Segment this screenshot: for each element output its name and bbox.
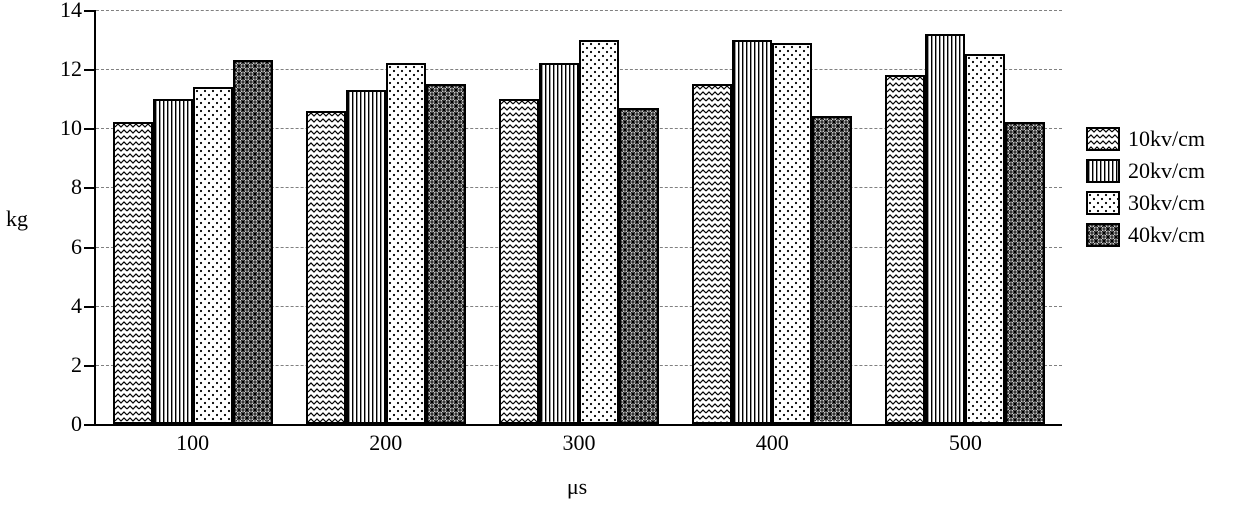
x-tick-label: 200 (369, 430, 402, 456)
bar (965, 54, 1005, 424)
y-tick-label: 12 (60, 56, 82, 82)
y-tick (84, 10, 94, 12)
legend-label: 30kv/cm (1128, 190, 1205, 216)
bar (346, 90, 386, 424)
y-tick-label: 14 (60, 0, 82, 23)
y-tick-label: 8 (71, 174, 82, 200)
bar (772, 43, 812, 424)
bar (113, 122, 153, 424)
y-tick-label: 2 (71, 352, 82, 378)
legend-item: 20kv/cm (1086, 158, 1205, 184)
y-tick (84, 365, 94, 367)
legend-item: 10kv/cm (1086, 126, 1205, 152)
bar (619, 108, 659, 424)
bar (1005, 122, 1045, 424)
y-tick-label: 0 (71, 411, 82, 437)
plot-wrap: 02468101214100200300400500 (94, 10, 1062, 426)
x-tick-label: 500 (949, 430, 982, 456)
legend: 10kv/cm 20kv/cm 30kv/cm 40kv/cm (1086, 126, 1205, 248)
x-tick-label: 300 (563, 430, 596, 456)
y-tick (84, 69, 94, 71)
y-tick (84, 424, 94, 426)
y-tick (84, 128, 94, 130)
x-tick-label: 400 (756, 430, 789, 456)
y-tick-label: 4 (71, 293, 82, 319)
bar (539, 63, 579, 424)
legend-label: 10kv/cm (1128, 126, 1205, 152)
bar (426, 84, 466, 424)
y-tick-label: 6 (71, 234, 82, 260)
legend-swatch (1086, 127, 1120, 151)
x-axis-label: μs (567, 474, 587, 500)
bar (153, 99, 193, 424)
legend-swatch (1086, 223, 1120, 247)
bar (233, 60, 273, 424)
legend-label: 20kv/cm (1128, 158, 1205, 184)
bar (386, 63, 426, 424)
bar (193, 87, 233, 424)
y-tick (84, 187, 94, 189)
bar (925, 34, 965, 424)
bar (579, 40, 619, 424)
legend-item: 40kv/cm (1086, 222, 1205, 248)
bar (306, 111, 346, 424)
bar (692, 84, 732, 424)
bar (812, 116, 852, 424)
plot-area: 02468101214100200300400500 (94, 10, 1062, 426)
legend-item: 30kv/cm (1086, 190, 1205, 216)
y-axis-label: kg (6, 206, 28, 232)
bar (885, 75, 925, 424)
bar (499, 99, 539, 424)
x-tick-label: 100 (176, 430, 209, 456)
chart-container: 02468101214100200300400500 kg μs 10kv/cm… (0, 0, 1240, 514)
legend-swatch (1086, 191, 1120, 215)
y-tick-label: 10 (60, 115, 82, 141)
legend-label: 40kv/cm (1128, 222, 1205, 248)
legend-swatch (1086, 159, 1120, 183)
gridline (96, 10, 1062, 11)
y-tick (84, 306, 94, 308)
y-tick (84, 247, 94, 249)
bar (732, 40, 772, 424)
